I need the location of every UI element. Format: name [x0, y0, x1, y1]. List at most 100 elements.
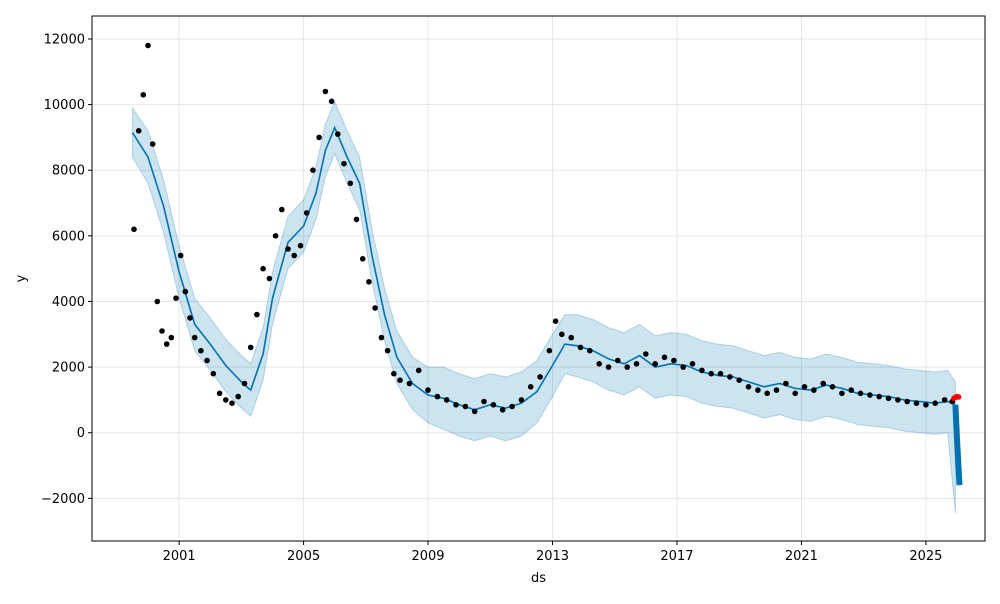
observed-point	[285, 246, 291, 252]
observed-point	[462, 403, 469, 410]
observed-point	[229, 400, 235, 407]
observed-point	[434, 393, 441, 400]
x-axis-label: ds	[531, 571, 546, 586]
y-axis-label: y	[14, 274, 29, 282]
highlight-points-layer	[951, 393, 962, 402]
y-tick-label: 8000	[52, 164, 85, 179]
observed-point	[397, 377, 403, 384]
observed-point	[764, 390, 770, 397]
observed-point	[727, 374, 733, 380]
observed-point	[895, 397, 901, 403]
observed-point	[596, 361, 602, 367]
observed-point	[378, 334, 385, 341]
observed-point	[885, 395, 892, 402]
observed-point	[839, 390, 845, 397]
observed-point	[932, 400, 938, 407]
observed-point	[671, 357, 677, 364]
observed-point	[680, 364, 686, 370]
observed-point	[260, 265, 266, 272]
x-tick-label: 2021	[785, 549, 818, 564]
observed-point	[848, 387, 854, 393]
observed-point	[216, 390, 223, 397]
observed-point	[923, 402, 929, 408]
observed-point	[624, 364, 630, 370]
observed-point	[254, 311, 260, 318]
observed-point	[546, 347, 553, 354]
observed-point	[359, 255, 366, 262]
observed-point	[717, 370, 724, 377]
observed-point	[820, 380, 826, 387]
observed-point	[372, 305, 378, 311]
observed-point	[857, 390, 864, 397]
observed-point	[347, 180, 354, 187]
observed-point	[198, 347, 204, 354]
observed-point	[708, 370, 714, 377]
observed-points-layer	[131, 42, 956, 415]
observed-point	[587, 347, 593, 354]
grid-layer	[92, 16, 985, 541]
observed-point	[537, 374, 543, 380]
observed-point	[867, 392, 873, 398]
observed-point	[297, 242, 304, 249]
observed-point	[568, 334, 574, 341]
observed-point	[163, 341, 170, 347]
y-tick-label: −2000	[41, 492, 85, 507]
forecast-drop-line	[952, 404, 963, 486]
observed-point	[605, 364, 612, 370]
y-axis-ticks: 12000 10000 8000 6000 4000 2000 0 −2000	[41, 32, 92, 507]
observed-point	[366, 279, 372, 285]
observed-point	[272, 233, 279, 239]
observed-point	[689, 361, 696, 367]
observed-point	[801, 384, 808, 390]
observed-point	[699, 367, 705, 374]
observed-point	[792, 390, 798, 397]
x-tick-label: 2025	[909, 549, 942, 564]
observed-point	[773, 387, 780, 393]
observed-point	[745, 384, 752, 390]
observed-point	[135, 128, 142, 134]
y-tick-label: 0	[77, 426, 85, 441]
x-axis-ticks: 2001 2005 2009 2013 2017 2021 2025	[163, 541, 942, 564]
observed-point	[191, 334, 198, 341]
observed-point	[173, 295, 179, 302]
x-tick-label: 2013	[536, 549, 569, 564]
observed-point	[316, 134, 322, 141]
observed-point	[829, 384, 836, 390]
observed-point	[204, 357, 210, 364]
observed-point	[335, 131, 341, 137]
observed-point	[490, 402, 497, 408]
observed-point	[182, 288, 189, 295]
observed-point	[149, 141, 156, 147]
forecast-line-layer	[131, 125, 963, 486]
y-tick-label: 6000	[52, 229, 85, 244]
observed-point	[527, 384, 534, 390]
x-tick-label: 2005	[287, 549, 320, 564]
observed-point	[736, 377, 742, 384]
y-tick-label: 4000	[52, 295, 85, 310]
observed-point	[391, 370, 397, 377]
observed-point	[518, 397, 525, 403]
observed-point	[811, 387, 817, 393]
observed-point	[904, 398, 910, 405]
observed-point	[499, 407, 506, 413]
observed-point	[577, 344, 584, 351]
observed-point	[661, 354, 668, 361]
observed-point	[384, 347, 391, 354]
observed-point	[406, 380, 413, 387]
observed-point	[443, 397, 450, 403]
observed-point	[652, 361, 658, 367]
uncertainty-band	[131, 99, 956, 514]
observed-point	[941, 397, 948, 403]
observed-point	[266, 275, 273, 282]
observed-point	[876, 393, 882, 400]
observed-point	[145, 42, 151, 49]
observed-point	[247, 344, 254, 351]
observed-point	[210, 370, 217, 377]
observed-point	[291, 252, 298, 259]
observed-point	[140, 92, 147, 98]
observed-point	[223, 397, 229, 403]
observed-point	[341, 160, 347, 167]
observed-point	[755, 387, 761, 393]
